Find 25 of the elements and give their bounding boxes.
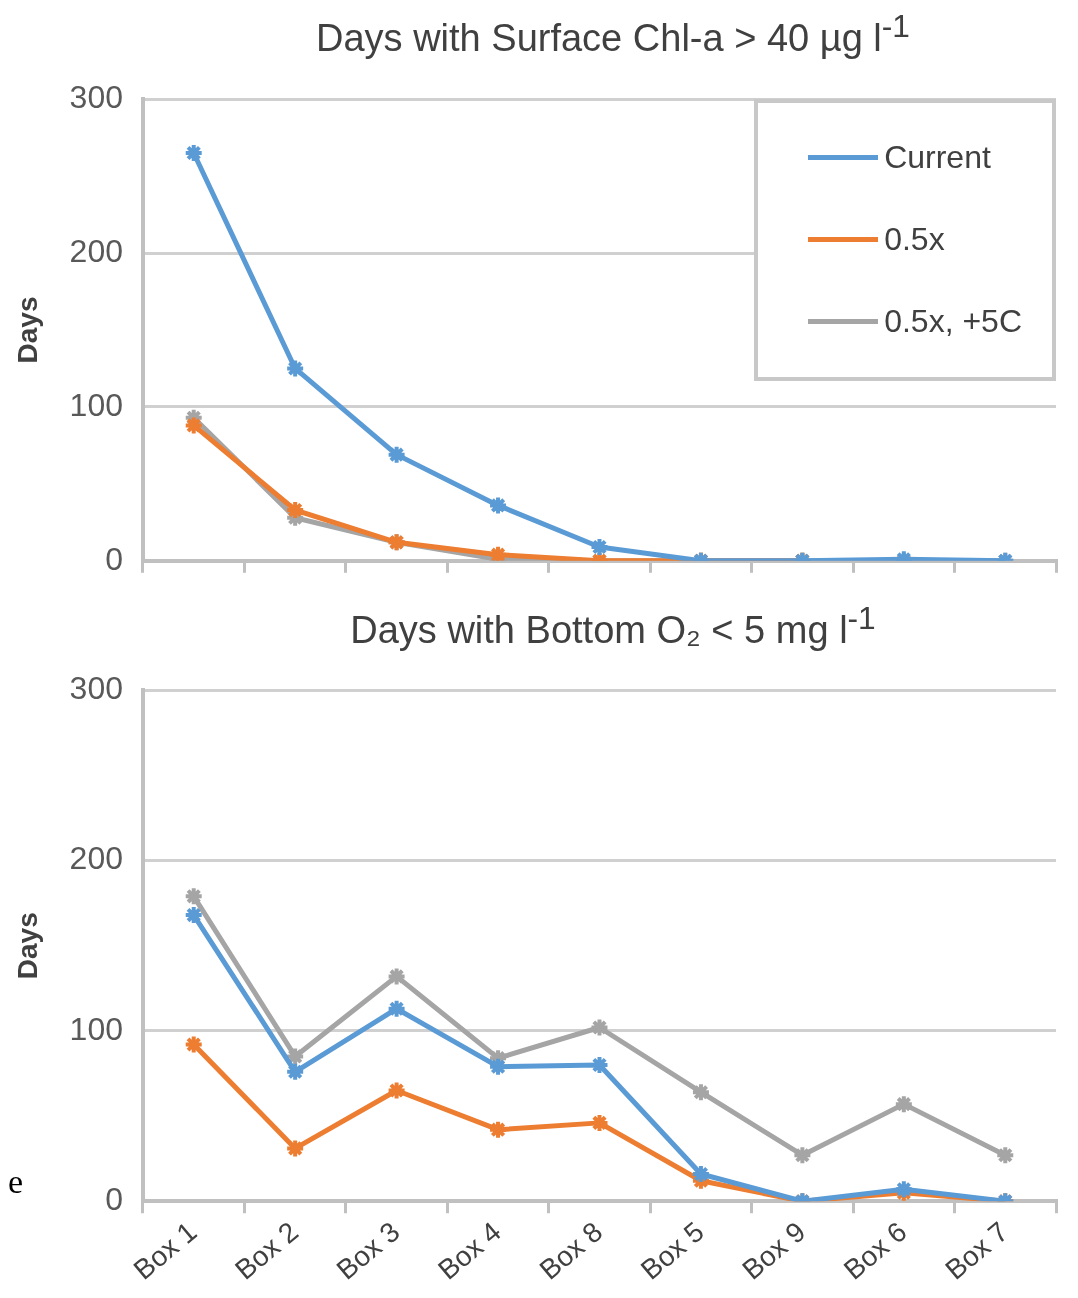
y-tick-label: 300 <box>69 670 123 707</box>
x-tick-label: Box 8 <box>533 1216 609 1286</box>
x-tick-label: Box 9 <box>736 1216 812 1286</box>
y-axis-title: Days <box>11 912 43 980</box>
chart-title: Days with Bottom O₂ < 5 mg l$^{-1}$ <box>349 599 877 652</box>
y-tick-label: 200 <box>69 232 123 269</box>
legend-label: 0.5x, +5C <box>884 303 1022 341</box>
x-tick-label: Box 4 <box>432 1216 507 1286</box>
x-tick-label: Box 3 <box>330 1216 406 1286</box>
y-tick-label: 300 <box>69 78 123 115</box>
x-tick-label: Box 5 <box>635 1216 710 1286</box>
text: e <box>8 1163 24 1202</box>
y-tick-label: 100 <box>69 386 123 423</box>
y-tick-label: 0 <box>105 1181 123 1218</box>
legend-label: Current <box>884 139 991 177</box>
x-tick-label: Box 1 <box>127 1216 203 1286</box>
y-tick-label: 100 <box>69 1011 123 1048</box>
legend-label: 0.5x <box>884 221 945 259</box>
chart-title: Days with Surface Chl-a > 40 µg l$^{-1}$ <box>315 8 911 60</box>
x-tick-label: Box 7 <box>939 1216 1015 1286</box>
x-tick-label: Box 6 <box>837 1216 913 1286</box>
y-tick-label: 200 <box>69 840 123 877</box>
x-tick-label: Box 2 <box>229 1216 304 1286</box>
y-axis-title: Days <box>11 296 43 364</box>
y-tick-label: 0 <box>105 540 123 577</box>
